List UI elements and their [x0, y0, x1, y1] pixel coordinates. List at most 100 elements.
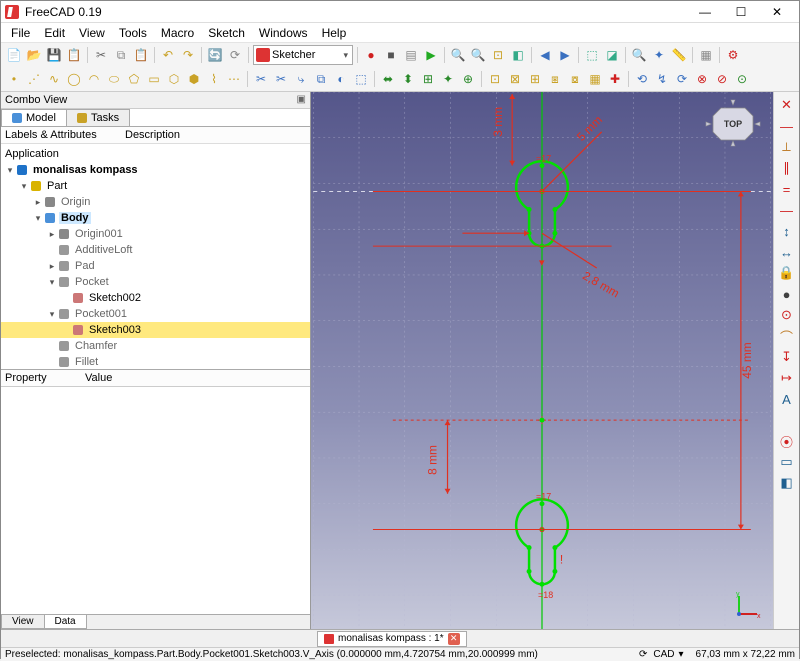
toolbar-button[interactable]: ⧆ — [546, 70, 564, 88]
toolbar-button[interactable]: • — [5, 70, 23, 88]
toolbar-button[interactable]: ↯ — [653, 70, 671, 88]
toolbar-button[interactable]: ↶ — [159, 46, 177, 64]
menu-view[interactable]: View — [73, 24, 111, 42]
navigation-cube[interactable]: TOP — [703, 98, 763, 148]
constraint-button[interactable]: ✕ — [778, 96, 796, 114]
tree-row[interactable]: Chamfer — [1, 338, 310, 354]
toolbar-button[interactable]: ⋰ — [25, 70, 43, 88]
constraint-button[interactable]: — — [778, 117, 796, 135]
tree-row[interactable]: ▾Pocket — [1, 274, 310, 290]
toolbar-button[interactable]: ◧ — [509, 46, 527, 64]
toolbar-button[interactable]: ◠ — [85, 70, 103, 88]
constraint-button[interactable]: ↦ — [778, 369, 796, 387]
combo-close-icon[interactable]: ▣ — [297, 94, 306, 106]
toolbar-button[interactable]: 📄 — [5, 46, 23, 64]
toolbar-button[interactable]: 🔍 — [449, 46, 467, 64]
toolbar-button[interactable]: ⬍ — [399, 70, 417, 88]
toolbar-button[interactable]: ▦ — [586, 70, 604, 88]
toolbar-button[interactable]: 💾 — [45, 46, 63, 64]
document-tab[interactable]: monalisas kompass : 1* ✕ — [317, 631, 467, 647]
toolbar-button[interactable]: ⌇ — [205, 70, 223, 88]
toolbar-button[interactable]: ● — [362, 46, 380, 64]
toolbar-button[interactable]: ⊞ — [526, 70, 544, 88]
toolbar-button[interactable]: ⊗ — [693, 70, 711, 88]
toolbar-button[interactable]: ⧉ — [312, 70, 330, 88]
tree-row[interactable]: AdditiveLoft — [1, 242, 310, 258]
workbench-selector[interactable]: Sketcher — [253, 45, 353, 65]
toolbar-button[interactable]: ⬚ — [583, 46, 601, 64]
tree-row[interactable]: ▸Origin001 — [1, 226, 310, 242]
menu-help[interactable]: Help — [316, 24, 353, 42]
toolbar-button[interactable]: ▶ — [422, 46, 440, 64]
close-button[interactable]: ✕ — [759, 2, 795, 22]
toolbar-button[interactable]: ⊞ — [419, 70, 437, 88]
toolbar-button[interactable]: ▤ — [402, 46, 420, 64]
toolbar-button[interactable]: ◯ — [65, 70, 83, 88]
toolbar-button[interactable]: ⊙ — [733, 70, 751, 88]
constraint-button[interactable]: 🔒 — [778, 264, 796, 282]
toolbar-button[interactable]: ◀ — [536, 46, 554, 64]
toolbar-button[interactable]: ⬚ — [352, 70, 370, 88]
menu-edit[interactable]: Edit — [38, 24, 71, 42]
toolbar-button[interactable]: ∿ — [45, 70, 63, 88]
toolbar-button[interactable]: 🔍 — [469, 46, 487, 64]
toolbar-button[interactable]: ⧉ — [112, 46, 130, 64]
toolbar-button[interactable]: ◪ — [603, 46, 621, 64]
toolbar-button[interactable]: ⤷ — [292, 70, 310, 88]
constraint-button[interactable]: ↕ — [778, 222, 796, 240]
toolbar-button[interactable]: ⬭ — [105, 70, 123, 88]
menu-sketch[interactable]: Sketch — [202, 24, 251, 42]
toolbar-button[interactable]: ⋯ — [225, 70, 243, 88]
toolbar-button[interactable]: ✦ — [650, 46, 668, 64]
toolbar-button[interactable]: 📂 — [25, 46, 43, 64]
tree-row[interactable]: ▸Origin — [1, 194, 310, 210]
constraint-button[interactable]: ↔ — [778, 243, 796, 261]
model-tree[interactable]: Application ▾monalisas kompass▾Part▸Orig… — [1, 144, 310, 369]
toolbar-button[interactable]: ⊕ — [459, 70, 477, 88]
constraint-button[interactable]: — — [778, 201, 796, 219]
toolbar-button[interactable]: 📏 — [670, 46, 688, 64]
tree-row[interactable]: Sketch002 — [1, 290, 310, 306]
constraint-button[interactable]: ⟂ — [778, 138, 796, 156]
menu-windows[interactable]: Windows — [253, 24, 314, 42]
constraint-button[interactable]: ▭ — [778, 453, 796, 471]
document-tab-close-icon[interactable]: ✕ — [448, 633, 460, 645]
toolbar-button[interactable]: ⧇ — [566, 70, 584, 88]
toolbar-button[interactable]: ✂ — [92, 46, 110, 64]
toolbar-button[interactable]: ✚ — [606, 70, 624, 88]
3d-viewport[interactable]: 5 mm2,8 mm45 mm8 mm3 mm=17=17=18!▾ TOP — [311, 92, 773, 629]
constraint-button[interactable] — [778, 411, 796, 429]
toolbar-button[interactable]: 🔄 — [206, 46, 224, 64]
toolbar-button[interactable]: ⊘ — [713, 70, 731, 88]
tab-tasks[interactable]: Tasks — [66, 109, 130, 126]
toolbar-button[interactable]: 📋 — [65, 46, 83, 64]
tree-row[interactable]: ▸Pad — [1, 258, 310, 274]
constraint-button[interactable]: ● — [778, 285, 796, 303]
constraint-button[interactable]: ⦿ — [778, 432, 796, 450]
toolbar-button[interactable]: ✂ — [272, 70, 290, 88]
toolbar-button[interactable]: 🔍 — [630, 46, 648, 64]
toolbar-button[interactable]: ⟳ — [673, 70, 691, 88]
toolbar-button[interactable]: ⟲ — [633, 70, 651, 88]
menu-macro[interactable]: Macro — [155, 24, 200, 42]
tree-row[interactable]: ▾Part — [1, 178, 310, 194]
constraint-button[interactable]: A — [778, 390, 796, 408]
toolbar-button[interactable]: ↷ — [179, 46, 197, 64]
sketch-canvas[interactable]: 5 mm2,8 mm45 mm8 mm3 mm=17=17=18!▾ — [311, 92, 773, 629]
toolbar-button[interactable]: ■ — [382, 46, 400, 64]
toolbar-button[interactable]: ⬠ — [125, 70, 143, 88]
maximize-button[interactable]: ☐ — [723, 2, 759, 22]
constraint-button[interactable]: ⊙ — [778, 306, 796, 324]
toolbar-button[interactable]: ⬌ — [379, 70, 397, 88]
toolbar-button[interactable]: ⟳ — [226, 46, 244, 64]
tree-row[interactable]: Sketch003 — [1, 322, 310, 338]
menu-file[interactable]: File — [5, 24, 36, 42]
constraint-button[interactable]: ∥ — [778, 159, 796, 177]
tree-row[interactable]: ▾monalisas kompass — [1, 162, 310, 178]
toolbar-button[interactable]: ⊠ — [506, 70, 524, 88]
tree-row[interactable]: ▾Pocket001 — [1, 306, 310, 322]
toolbar-button[interactable]: ✂ — [252, 70, 270, 88]
toolbar-button[interactable]: ⬢ — [185, 70, 203, 88]
tree-row[interactable]: ▾Body — [1, 210, 310, 226]
toolbar-button[interactable]: ✦ — [439, 70, 457, 88]
